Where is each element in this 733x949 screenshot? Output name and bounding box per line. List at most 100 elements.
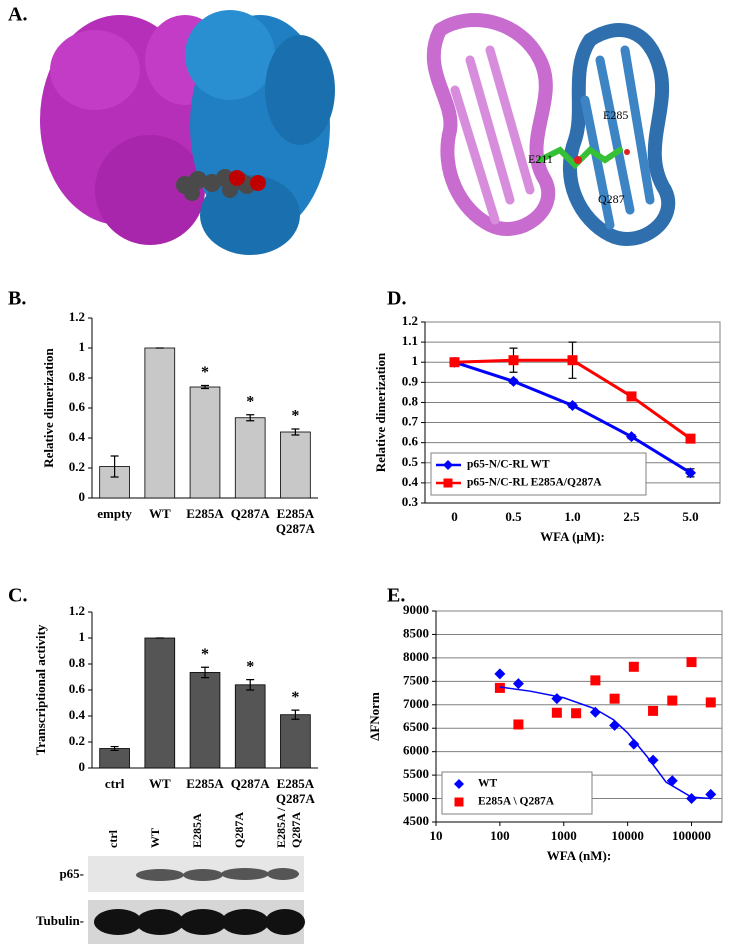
- blot-lane-label: ctrl: [106, 829, 120, 848]
- significance-mark: *: [246, 393, 254, 410]
- y-axis-title: Relative dimerization: [373, 352, 388, 472]
- y-tick-label: 0.7: [402, 414, 419, 429]
- bar: [280, 431, 311, 499]
- y-tick-label: 0: [79, 489, 86, 504]
- y-tick-label: 0.8: [69, 655, 86, 670]
- panel-label: C.: [8, 585, 27, 607]
- marker: [686, 657, 697, 668]
- marker: [590, 675, 601, 686]
- y-tick-label: 0.8: [402, 393, 419, 408]
- y-tick-label: 1: [79, 629, 86, 644]
- error-bar: [110, 745, 119, 752]
- y-tick-label: 1.2: [402, 313, 418, 328]
- error-bar: [246, 414, 255, 422]
- y-tick-label: 8000: [403, 649, 429, 664]
- x-tick-label: Q287A: [231, 776, 271, 791]
- ribbon-model: [426, 13, 676, 246]
- marker: [628, 738, 640, 750]
- y-tick-label: 0.5: [402, 454, 419, 469]
- blot-lane-label: E285A /Q287A: [274, 807, 303, 848]
- x-tick-label: Q287A: [231, 506, 271, 521]
- legend-box: [430, 452, 647, 496]
- y-tick-label: 0.6: [69, 399, 86, 414]
- legend-marker: [454, 797, 464, 807]
- y-tick-label: 1: [412, 353, 419, 368]
- error-bar: [291, 709, 300, 720]
- y-tick-label: 1.1: [402, 333, 418, 348]
- significance-mark: *: [246, 658, 254, 675]
- x-tick-label: E285A: [186, 506, 224, 521]
- y-tick-label: 7500: [403, 672, 429, 687]
- x-tick-label: 1000: [551, 828, 577, 843]
- marker: [705, 788, 717, 800]
- x-tick-label: E285A Q287A: [276, 776, 316, 806]
- y-tick-label: 0.4: [69, 429, 86, 444]
- x-axis-title: WFA (nM):: [547, 848, 611, 863]
- marker: [705, 697, 716, 708]
- y-tick-label: 9000: [403, 602, 429, 617]
- marker: [685, 467, 696, 479]
- blot-lane-label: E285A: [190, 813, 204, 848]
- marker: [494, 682, 505, 693]
- bar: [99, 748, 130, 769]
- y-tick-label: 0.2: [69, 733, 85, 748]
- x-tick-label: 0.5: [505, 509, 522, 524]
- y-tick-label: 4500: [403, 813, 429, 828]
- significance-mark: *: [201, 646, 209, 663]
- x-tick-label: 0: [451, 509, 458, 524]
- x-axis-title: WFA (µM):: [540, 529, 605, 544]
- error-bar: [201, 384, 209, 390]
- panel-label: E.: [387, 585, 405, 607]
- blot-row-label: p65-: [59, 866, 84, 881]
- x-tick-label: 5.0: [682, 509, 698, 524]
- error-bar: [246, 679, 255, 691]
- error-bar: [110, 455, 119, 478]
- marker: [567, 355, 578, 366]
- y-tick-label: 0.3: [402, 494, 419, 509]
- y-axis-title: Transcriptional activity: [33, 624, 48, 755]
- residue-label: E285: [603, 108, 628, 122]
- panel-label: D.: [387, 288, 406, 310]
- y-tick-label: 0.8: [69, 369, 86, 384]
- legend-label: p65-N/C-RL E285A/Q287A: [467, 477, 602, 489]
- marker: [647, 754, 659, 766]
- marker: [667, 695, 678, 706]
- x-tick-label: 100000: [672, 828, 711, 843]
- x-tick-label: ctrl: [105, 776, 125, 791]
- legend-marker: [454, 779, 464, 789]
- marker: [508, 355, 519, 366]
- x-tick-label: 1.0: [564, 509, 580, 524]
- x-tick-label: E285A: [186, 776, 224, 791]
- marker: [551, 707, 562, 718]
- fit-curve: [499, 686, 711, 800]
- y-tick-label: 0.4: [402, 474, 419, 489]
- panel-label: A.: [8, 4, 27, 26]
- x-tick-label: E285A Q287A: [276, 506, 316, 536]
- marker: [626, 431, 637, 443]
- bar: [144, 637, 176, 769]
- y-tick-label: 5000: [403, 790, 429, 805]
- y-tick-label: 5500: [403, 766, 429, 781]
- y-tick-label: 6000: [403, 743, 429, 758]
- marker: [628, 661, 639, 672]
- x-tick-label: empty: [97, 506, 132, 521]
- legend-label: p65-N/C-RL WT: [467, 459, 550, 471]
- y-tick-label: 1: [79, 339, 86, 354]
- bar: [189, 386, 221, 499]
- marker: [685, 433, 696, 444]
- y-tick-label: 0.2: [69, 459, 85, 474]
- marker: [508, 375, 519, 387]
- bar: [234, 417, 266, 499]
- x-tick-label: 2.5: [623, 509, 640, 524]
- x-tick-label: 100: [490, 828, 510, 843]
- bar: [234, 684, 266, 769]
- panel-label: B.: [8, 288, 26, 310]
- significance-mark: *: [291, 689, 299, 706]
- marker: [513, 719, 524, 730]
- marker: [449, 357, 460, 368]
- y-tick-label: 1.2: [69, 309, 85, 324]
- y-tick-label: 0: [79, 759, 86, 774]
- y-tick-label: 1.2: [69, 603, 85, 618]
